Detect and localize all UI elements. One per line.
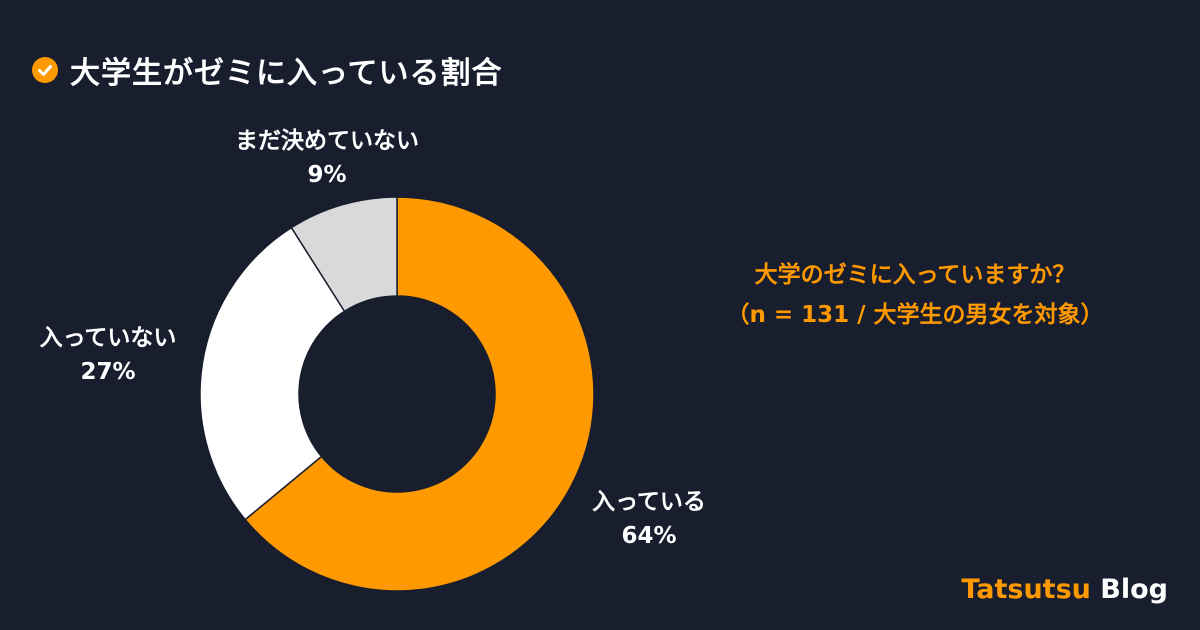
brand-logo: Tatsutsu Blog bbox=[961, 574, 1168, 605]
slice-label-not-joined-value: 27% bbox=[80, 359, 136, 385]
slice-label-undecided-name: まだ決めていない bbox=[235, 128, 419, 154]
survey-sample-note: （n = 131 / 大学生の男女を対象） bbox=[726, 302, 1104, 328]
slice-label-undecided-value: 9% bbox=[307, 162, 347, 188]
page-title: 大学生がゼミに入っている割合 bbox=[70, 56, 503, 91]
chart-header: 大学生がゼミに入っている割合 bbox=[32, 48, 503, 92]
survey-question-text: 大学のゼミに入っていますか？ bbox=[754, 262, 1076, 288]
slice-label-joined: 入っている 64% bbox=[592, 485, 706, 553]
survey-question: 大学のゼミに入っていますか？ （n = 131 / 大学生の男女を対象） bbox=[726, 255, 1103, 335]
slice-joined bbox=[244, 196, 595, 592]
slice-undecided bbox=[290, 196, 398, 313]
slice-not-joined bbox=[199, 226, 346, 521]
slice-label-joined-value: 64% bbox=[621, 523, 677, 549]
slice-label-not-joined: 入っていない 27% bbox=[40, 321, 177, 389]
slice-label-joined-name: 入っている bbox=[592, 489, 706, 515]
check-circle-icon bbox=[32, 57, 58, 83]
slice-label-not-joined-name: 入っていない bbox=[39, 325, 177, 351]
slice-label-undecided: まだ決めていない 9% bbox=[235, 124, 419, 192]
brand-name-part1: Tatsutsu bbox=[961, 574, 1091, 605]
brand-name-part2: Blog bbox=[1100, 574, 1168, 605]
